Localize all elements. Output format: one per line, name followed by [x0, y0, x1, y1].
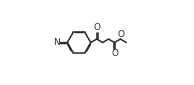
Text: O: O	[94, 23, 100, 32]
Text: O: O	[111, 49, 118, 58]
Text: N: N	[53, 38, 59, 47]
Text: O: O	[117, 30, 124, 39]
